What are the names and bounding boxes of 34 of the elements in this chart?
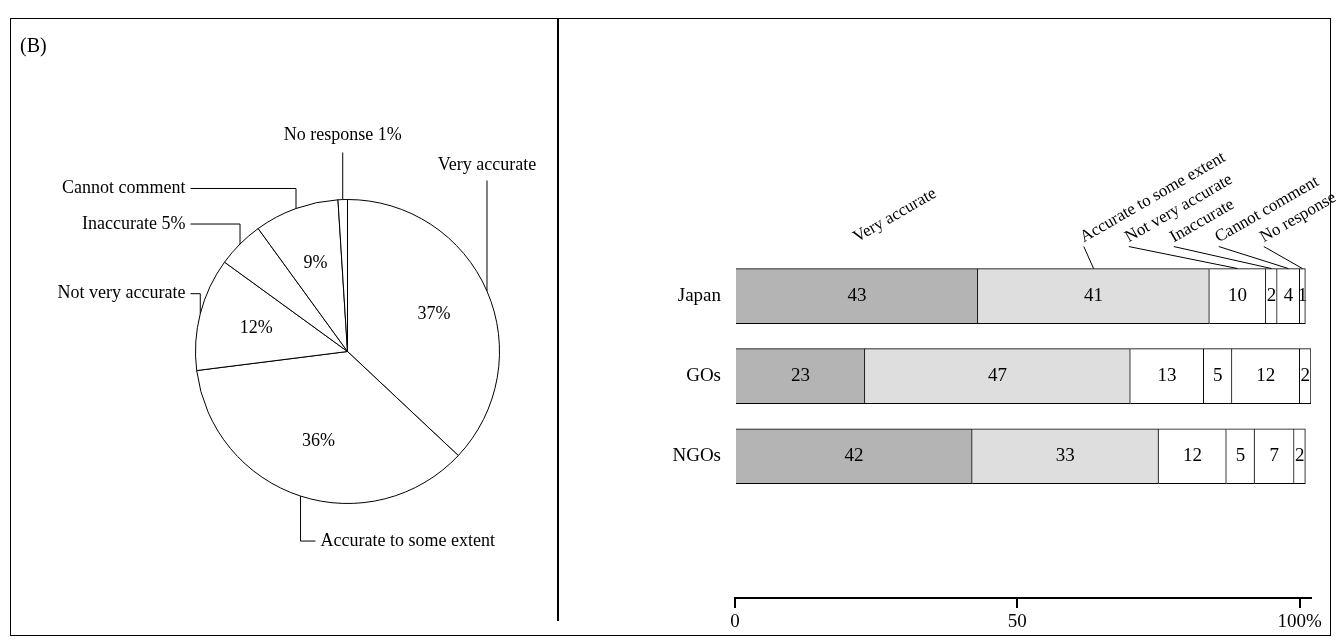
y-tick-label: NGOs [672, 444, 721, 466]
data-label: 5 [1213, 364, 1223, 386]
slice-label: Cannot comment [62, 177, 186, 198]
y-tick-label: GOs [686, 364, 721, 386]
x-tick-label: 50 [1007, 610, 1027, 632]
data-label: 4 [1283, 284, 1294, 306]
data-label: 2 [1266, 284, 1277, 306]
data-label: 23 [790, 364, 810, 386]
slice-label: Accurate to some extent [320, 529, 495, 550]
data-label: 43 [847, 284, 867, 306]
data-label: 41 [1084, 284, 1104, 306]
data-label: 5 [1235, 444, 1246, 466]
data-label: 12 [1256, 364, 1276, 386]
data-label: 2 [1294, 444, 1305, 466]
data-label: 10 [1228, 284, 1248, 306]
slice-label: Not very accurate [57, 282, 186, 303]
data-label: 12 [1182, 444, 1202, 466]
chart-title: (B) [20, 34, 47, 57]
slice-label: Inaccurate 5% [82, 212, 186, 233]
data-label: 47 [988, 364, 1008, 386]
x-tick-label: 100% [1277, 610, 1323, 632]
data-label: 2 [1300, 364, 1311, 386]
data-label: 12% [239, 316, 273, 337]
data-label: 9% [303, 251, 328, 272]
data-label: 42 [844, 444, 864, 466]
data-label: 13 [1157, 364, 1177, 386]
y-tick-label: Japan [677, 284, 722, 306]
x-tick-label: 0 [730, 610, 740, 632]
data-label: 37% [417, 302, 451, 323]
data-label: 33 [1055, 444, 1075, 466]
slice-label: Very accurate [437, 154, 537, 175]
data-label: 36% [301, 429, 335, 450]
slice-label: No response 1% [283, 124, 402, 145]
data-label: 7 [1269, 444, 1280, 466]
